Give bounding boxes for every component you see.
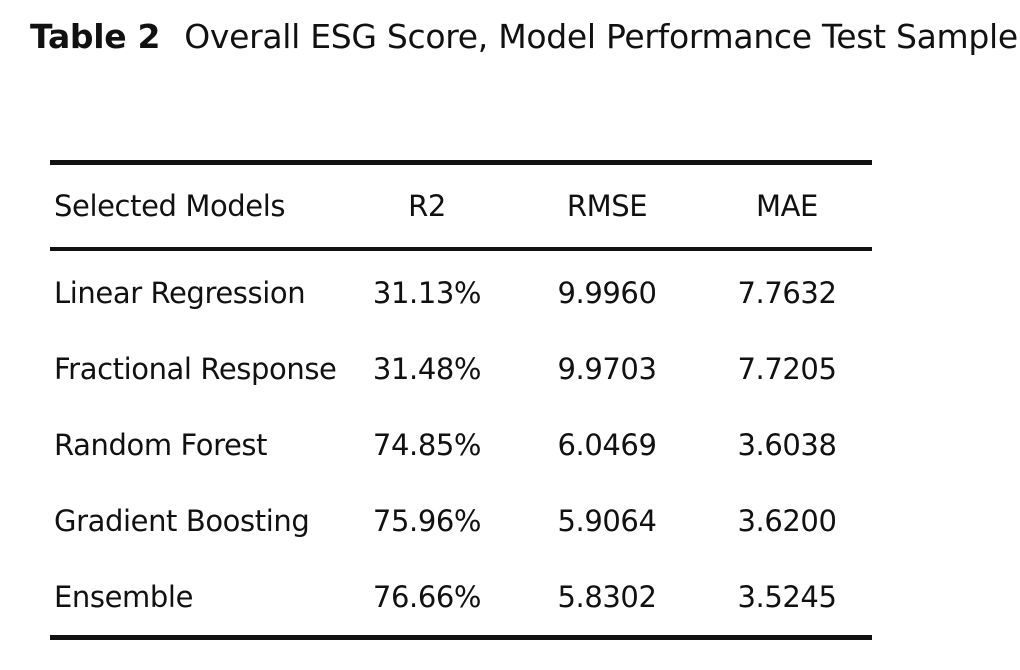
- rmse-cell: 9.9703: [557, 352, 657, 386]
- table-row: Gradient Boosting 75.96% 5.9064 3.6200: [50, 483, 872, 559]
- table-row: Fractional Response 31.48% 9.9703 7.7205: [50, 331, 872, 407]
- rmse-cell: 6.0469: [557, 428, 657, 462]
- bottom-rule: [50, 635, 872, 640]
- results-table: Selected Models R2 RMSE MAE Linear Regre…: [50, 160, 872, 640]
- table-row: Linear Regression 31.13% 9.9960 7.7632: [50, 255, 872, 331]
- table-label: Table 2: [30, 17, 161, 56]
- model-name-cell: Linear Regression: [54, 276, 306, 310]
- r2-cell: 75.96%: [372, 504, 482, 538]
- r2-cell: 74.85%: [372, 428, 482, 462]
- table-header-row: Selected Models R2 RMSE MAE: [50, 165, 872, 247]
- rmse-cell: 9.9960: [557, 276, 657, 310]
- header-mae: MAE: [756, 189, 818, 223]
- table-caption: Table 2 Overall ESG Score, Model Performa…: [30, 14, 1020, 60]
- header-selected-models: Selected Models: [54, 189, 286, 223]
- header-r2: R2: [408, 189, 446, 223]
- rmse-cell: 5.8302: [557, 580, 657, 614]
- model-name-cell: Gradient Boosting: [54, 504, 310, 538]
- table-row: Random Forest 74.85% 6.0469 3.6038: [50, 407, 872, 483]
- header-rule: [50, 247, 872, 251]
- model-name-cell: Random Forest: [54, 428, 268, 462]
- mae-cell: 3.5245: [737, 580, 837, 614]
- table-row: Ensemble 76.66% 5.8302 3.5245: [50, 559, 872, 635]
- r2-cell: 31.13%: [372, 276, 482, 310]
- r2-cell: 76.66%: [372, 580, 482, 614]
- mae-cell: 7.7205: [737, 352, 837, 386]
- rmse-cell: 5.9064: [557, 504, 657, 538]
- mae-cell: 3.6200: [737, 504, 837, 538]
- table-title: Overall ESG Score, Model Performance Tes…: [184, 17, 1020, 56]
- r2-cell: 31.48%: [372, 352, 482, 386]
- header-rmse: RMSE: [566, 189, 648, 223]
- mae-cell: 3.6038: [737, 428, 837, 462]
- mae-cell: 7.7632: [737, 276, 837, 310]
- top-rule: [50, 160, 872, 165]
- model-name-cell: Ensemble: [54, 580, 194, 614]
- model-name-cell: Fractional Response: [54, 352, 337, 386]
